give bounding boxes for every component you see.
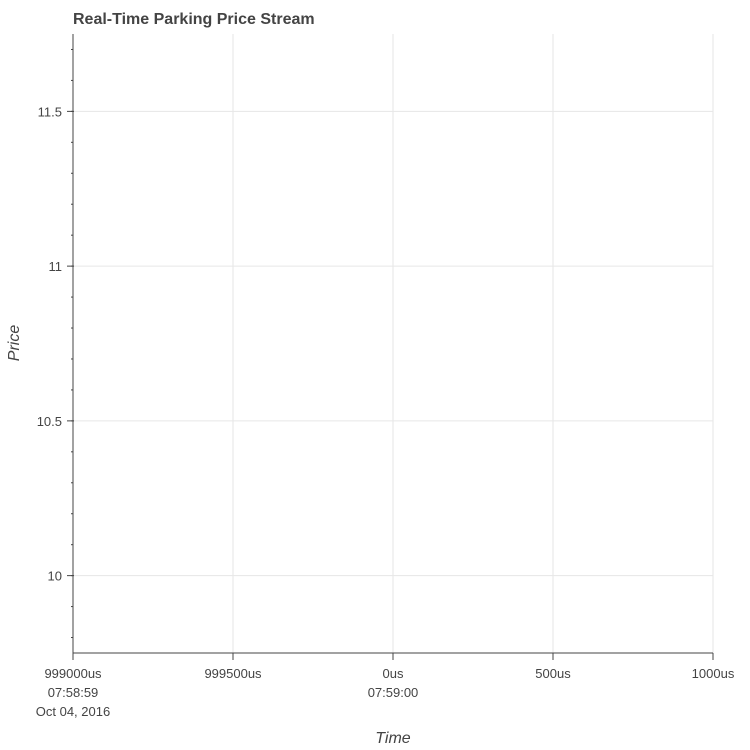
grid-lines xyxy=(72,34,714,653)
x-tick-label: Oct 04, 2016 xyxy=(36,704,110,719)
x-tick-label: 0us xyxy=(383,666,404,681)
x-tick-label: 999500us xyxy=(204,666,262,681)
y-tick-label: 10 xyxy=(48,569,62,584)
y-tick-label: 11.5 xyxy=(38,104,62,119)
y-tick-label: 11 xyxy=(49,259,63,274)
chart-title: Real-Time Parking Price Stream xyxy=(73,11,315,28)
x-tick-label: 1000us xyxy=(692,666,735,681)
x-tick-label: 07:59:00 xyxy=(368,685,419,700)
x-tick-label: 07:58:59 xyxy=(48,685,99,700)
x-axis-label: Time xyxy=(375,730,411,747)
x-tick-label: 999000us xyxy=(44,666,102,681)
y-axis: 10 10.5 11 11.5 xyxy=(37,34,74,653)
y-tick-label: 10.5 xyxy=(37,414,62,429)
x-tick-label: 500us xyxy=(535,666,571,681)
x-axis: 999000us 07:58:59 Oct 04, 2016 999500us 0us 0… xyxy=(36,652,735,719)
y-axis-label: Price xyxy=(6,325,23,362)
